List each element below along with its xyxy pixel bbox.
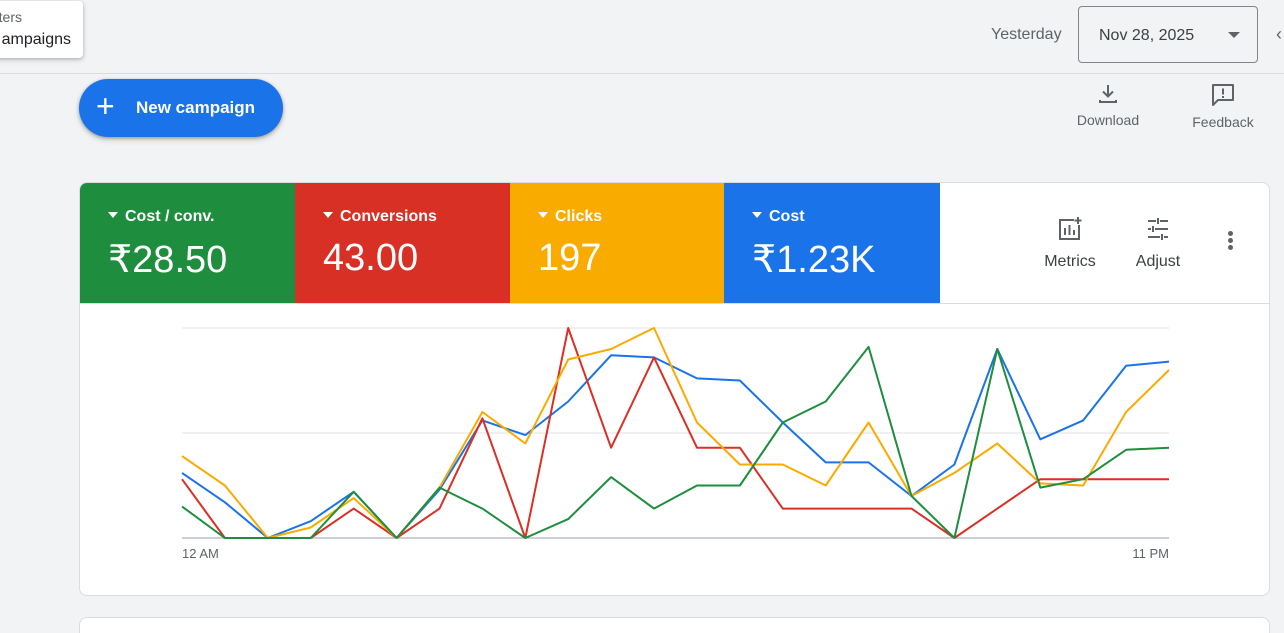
metrics-label: Metrics [1044, 253, 1096, 270]
dropdown-icon [108, 212, 118, 218]
series-line-0 [181, 348, 1170, 539]
performance-card: Cost / conv. ₹28.50 Conversions 43.00 Cl… [79, 182, 1270, 596]
metrics-button[interactable]: Metrics [1035, 216, 1105, 271]
dropdown-icon [752, 212, 762, 218]
metric-name-text: Cost [769, 208, 805, 225]
top-bar: ters) ampaigns Yesterday Nov 28, 2025 ‹ [0, 0, 1284, 74]
chevron-down-icon [1228, 32, 1240, 38]
date-range-select[interactable]: Nov 28, 2025 [1078, 6, 1258, 63]
metric-name-text: Clicks [555, 208, 603, 225]
metric-value: ₹1.23K [752, 239, 876, 281]
feedback-button[interactable]: Feedback [1185, 82, 1261, 130]
performance-chart: 12 AM 11 PM [181, 327, 1170, 561]
metric-tile-cost-per-conv[interactable]: Cost / conv. ₹28.50 [80, 183, 295, 304]
metric-tile-cost[interactable]: Cost ₹1.23K [724, 183, 940, 304]
adjust-button[interactable]: Adjust [1125, 216, 1191, 271]
feedback-icon [1212, 84, 1234, 106]
more-options-icon[interactable] [1220, 231, 1240, 255]
tooltip-line-1: ters) [0, 9, 23, 25]
download-icon [1099, 85, 1117, 103]
series-line-1 [181, 327, 1169, 539]
metric-value: 43.00 [323, 237, 419, 279]
date-range-value: Nov 28, 2025 [1099, 27, 1195, 44]
metric-name: Conversions [323, 208, 437, 226]
plus-icon: + [96, 88, 115, 124]
dropdown-icon [323, 212, 333, 218]
metric-name-text: Cost / conv. [125, 208, 215, 225]
metric-name: Cost / conv. [108, 208, 215, 226]
download-label: Download [1076, 112, 1140, 128]
date-range-label: Yesterday [991, 26, 1062, 43]
new-campaign-label: New campaign [136, 98, 256, 117]
adjust-label: Adjust [1135, 253, 1181, 270]
metric-name-text: Conversions [340, 208, 437, 225]
series-line-3 [181, 345, 1170, 539]
download-button[interactable]: Download [1068, 82, 1148, 128]
metric-tile-conversions[interactable]: Conversions 43.00 [295, 183, 510, 304]
series-line-2 [181, 327, 1170, 539]
x-tick-label-start: 12 AM [182, 546, 219, 561]
tune-icon [1148, 218, 1168, 240]
arrow-left-icon[interactable]: ‹ [1276, 24, 1282, 44]
metric-value: ₹28.50 [108, 239, 228, 281]
metric-value: 197 [538, 237, 602, 279]
metric-name: Clicks [538, 208, 602, 226]
campaign-scope-tooltip: ters) ampaigns [0, 1, 83, 58]
tooltip-line-2: ampaigns [1, 31, 71, 48]
add-chart-icon [1059, 217, 1082, 240]
secondary-card [79, 617, 1270, 633]
metric-tile-clicks[interactable]: Clicks 197 [510, 183, 724, 304]
x-tick-label-end: 11 PM [1132, 546, 1169, 561]
divider [80, 303, 1269, 304]
new-campaign-button[interactable]: + New campaign [79, 79, 283, 137]
dropdown-icon [538, 212, 548, 218]
metric-name: Cost [752, 208, 805, 226]
feedback-label: Feedback [1192, 114, 1254, 130]
series-layer [181, 327, 1170, 539]
